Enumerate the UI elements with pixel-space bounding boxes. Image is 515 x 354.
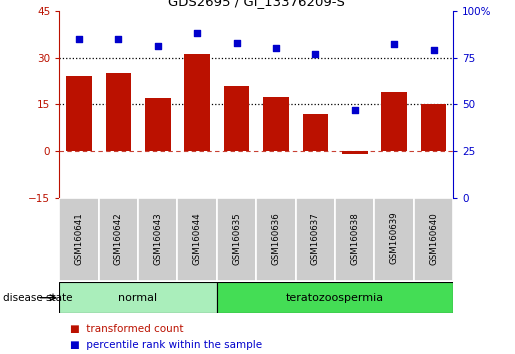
Bar: [263, 97, 289, 152]
Point: [75, 36, 83, 42]
Bar: [374, 198, 414, 281]
Text: disease state: disease state: [3, 293, 72, 303]
Point: [232, 40, 241, 45]
Bar: [177, 198, 217, 281]
Point: [193, 30, 201, 36]
Bar: [256, 198, 296, 281]
Bar: [145, 98, 170, 152]
Bar: [106, 73, 131, 152]
Bar: [414, 198, 453, 281]
Text: GSM160641: GSM160641: [75, 212, 83, 264]
Bar: [421, 104, 447, 152]
Text: ■  percentile rank within the sample: ■ percentile rank within the sample: [70, 340, 262, 350]
Text: GSM160637: GSM160637: [311, 212, 320, 264]
Text: GSM160639: GSM160639: [390, 212, 399, 264]
Text: teratozoospermia: teratozoospermia: [286, 293, 384, 303]
Bar: [66, 76, 92, 152]
Bar: [184, 55, 210, 152]
Point: [114, 36, 123, 42]
Text: GSM160640: GSM160640: [429, 212, 438, 264]
Bar: [217, 282, 453, 313]
Bar: [59, 282, 217, 313]
Point: [430, 47, 438, 53]
Text: GSM160643: GSM160643: [153, 212, 162, 264]
Text: normal: normal: [118, 293, 158, 303]
Bar: [302, 114, 328, 152]
Title: GDS2695 / GI_13376209-S: GDS2695 / GI_13376209-S: [168, 0, 345, 8]
Text: GSM160638: GSM160638: [350, 212, 359, 264]
Point: [390, 41, 398, 47]
Point: [351, 107, 359, 113]
Text: GSM160642: GSM160642: [114, 212, 123, 264]
Point: [272, 45, 280, 51]
Bar: [381, 92, 407, 152]
Text: GSM160644: GSM160644: [193, 212, 201, 264]
Text: GSM160635: GSM160635: [232, 212, 241, 264]
Bar: [217, 198, 256, 281]
Bar: [335, 198, 374, 281]
Bar: [224, 86, 249, 152]
Text: ■  transformed count: ■ transformed count: [70, 324, 183, 334]
Bar: [342, 152, 368, 154]
Bar: [99, 198, 138, 281]
Bar: [59, 198, 99, 281]
Text: GSM160636: GSM160636: [271, 212, 280, 264]
Point: [153, 44, 162, 49]
Bar: [296, 198, 335, 281]
Bar: [138, 198, 177, 281]
Point: [311, 51, 319, 57]
